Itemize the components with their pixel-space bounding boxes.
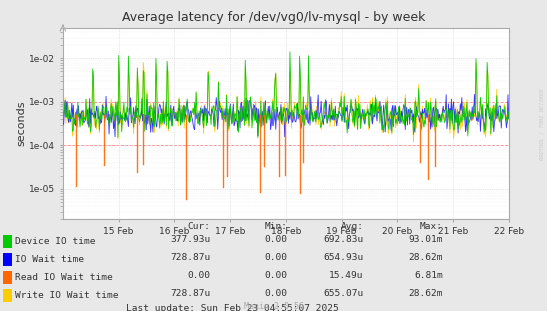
Text: Average latency for /dev/vg0/lv-mysql - by week: Average latency for /dev/vg0/lv-mysql - …	[122, 11, 425, 24]
Text: 0.00: 0.00	[264, 234, 287, 244]
Text: 654.93u: 654.93u	[323, 253, 364, 262]
Text: Avg:: Avg:	[341, 221, 364, 230]
Text: 93.01m: 93.01m	[409, 234, 443, 244]
Text: 28.62m: 28.62m	[409, 253, 443, 262]
Text: Munin 2.0.56: Munin 2.0.56	[243, 301, 304, 310]
Text: 0.00: 0.00	[264, 289, 287, 298]
Y-axis label: seconds: seconds	[16, 101, 26, 146]
Text: IO Wait time: IO Wait time	[15, 255, 84, 264]
Text: 692.83u: 692.83u	[323, 234, 364, 244]
Text: 0.00: 0.00	[264, 271, 287, 280]
Text: Min:: Min:	[264, 221, 287, 230]
Text: 0.00: 0.00	[188, 271, 211, 280]
Text: Max:: Max:	[420, 221, 443, 230]
Text: Device IO time: Device IO time	[15, 237, 96, 246]
Text: 728.87u: 728.87u	[170, 289, 211, 298]
Text: 28.62m: 28.62m	[409, 289, 443, 298]
Text: Cur:: Cur:	[188, 221, 211, 230]
Text: 655.07u: 655.07u	[323, 289, 364, 298]
Text: RRDTOOL / TOBI OETIKER: RRDTOOL / TOBI OETIKER	[539, 89, 544, 160]
Text: 15.49u: 15.49u	[329, 271, 364, 280]
Text: 0.00: 0.00	[264, 253, 287, 262]
Text: 728.87u: 728.87u	[170, 253, 211, 262]
Text: Read IO Wait time: Read IO Wait time	[15, 273, 113, 282]
Text: Write IO Wait time: Write IO Wait time	[15, 291, 119, 300]
Text: 377.93u: 377.93u	[170, 234, 211, 244]
Text: 6.81m: 6.81m	[414, 271, 443, 280]
Text: Last update: Sun Feb 23 04:55:07 2025: Last update: Sun Feb 23 04:55:07 2025	[126, 304, 339, 311]
